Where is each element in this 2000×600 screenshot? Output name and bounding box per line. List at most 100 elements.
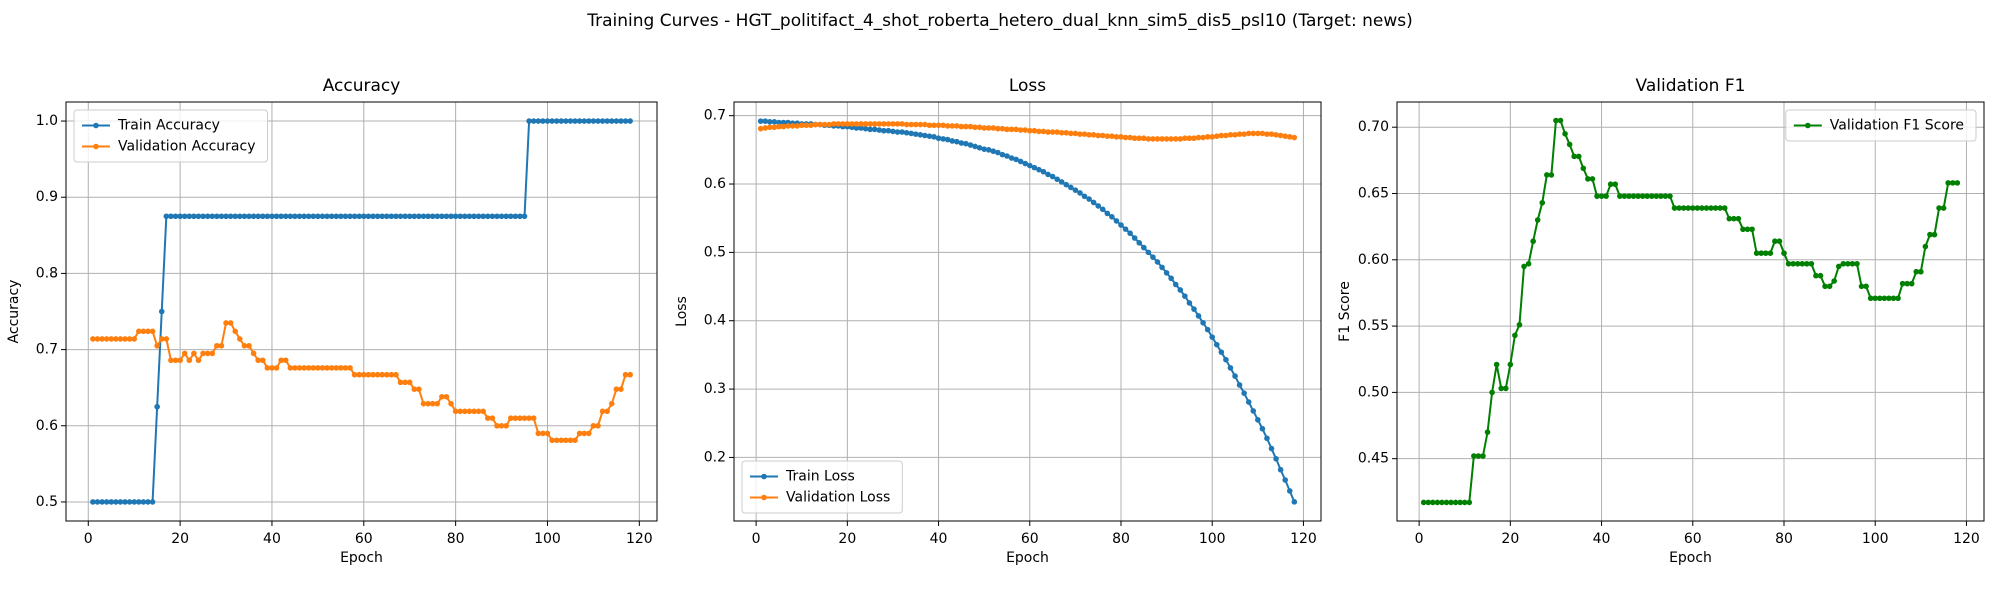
data-point	[1282, 477, 1288, 483]
subplot-title: Accuracy	[323, 76, 401, 96]
data-point	[1908, 280, 1915, 287]
data-point	[1676, 205, 1682, 211]
data-point	[1022, 127, 1029, 133]
data-point	[1662, 193, 1669, 199]
data-point	[140, 328, 147, 335]
data-point	[853, 125, 860, 131]
data-point	[1077, 131, 1083, 137]
data-point	[383, 371, 390, 378]
y-axis-label: Loss	[674, 296, 690, 327]
data-point	[1566, 141, 1573, 148]
data-point	[232, 328, 239, 335]
data-point	[1004, 126, 1010, 133]
data-point	[1090, 199, 1097, 206]
data-point	[356, 371, 363, 378]
data-point	[1127, 134, 1133, 141]
data-point	[1127, 230, 1133, 237]
data-point	[310, 365, 317, 371]
data-point	[507, 213, 514, 220]
data-point	[1186, 300, 1193, 306]
legend-box	[1785, 109, 1977, 142]
data-point	[301, 365, 307, 371]
data-point	[1443, 499, 1450, 506]
data-point	[1621, 193, 1628, 199]
data-point	[259, 357, 266, 364]
data-point	[1026, 162, 1033, 169]
data-point	[1141, 244, 1147, 251]
x-tick-label: 40	[930, 531, 948, 547]
data-point	[1653, 193, 1660, 199]
data-point	[1068, 184, 1074, 191]
data-point	[1721, 205, 1728, 211]
data-point	[333, 365, 340, 371]
data-point	[489, 415, 496, 421]
data-point	[1236, 382, 1243, 388]
data-point	[1086, 196, 1092, 202]
data-point	[328, 365, 335, 371]
data-point	[1195, 313, 1202, 319]
data-point	[94, 499, 101, 505]
data-point	[757, 118, 764, 124]
data-point	[163, 213, 170, 220]
data-point	[338, 213, 344, 220]
data-point	[296, 365, 303, 371]
data-point	[1840, 260, 1847, 267]
data-point	[1136, 240, 1143, 246]
data-point	[301, 213, 307, 220]
data-point	[1557, 117, 1564, 124]
data-point	[503, 422, 509, 429]
y-tick-label: 0.7	[36, 342, 58, 358]
data-point	[627, 371, 633, 378]
data-point	[1949, 180, 1956, 186]
data-point	[1223, 356, 1229, 363]
data-point	[1172, 281, 1179, 288]
legend-label: Validation Accuracy	[118, 139, 256, 155]
data-point	[604, 118, 610, 124]
data-point	[1758, 250, 1764, 256]
data-point	[1186, 135, 1193, 142]
data-point	[940, 136, 946, 142]
data-point	[1145, 249, 1152, 256]
data-point	[1150, 136, 1156, 142]
y-tick-label: 0.9	[36, 189, 58, 205]
data-point	[1936, 205, 1942, 211]
data-point	[480, 408, 486, 415]
data-point	[1740, 226, 1746, 233]
x-tick-label: 40	[263, 531, 281, 547]
data-point	[287, 365, 294, 371]
data-point	[1268, 131, 1275, 137]
data-point	[958, 123, 965, 130]
data-point	[1694, 205, 1701, 211]
data-point	[1081, 131, 1088, 137]
data-point	[1534, 217, 1541, 223]
data-point	[1489, 389, 1495, 396]
data-point	[963, 123, 969, 130]
data-point	[507, 415, 514, 421]
data-point	[99, 336, 105, 342]
data-point	[549, 118, 555, 124]
y-tick-label: 0.6	[36, 418, 58, 434]
data-point	[926, 122, 933, 129]
y-tick-label: 0.55	[1358, 318, 1389, 334]
x-tick-label: 120	[626, 531, 653, 547]
y-tick-label: 1.0	[36, 113, 58, 129]
data-point	[1876, 295, 1883, 302]
data-point	[181, 213, 188, 220]
data-point	[1484, 429, 1491, 435]
data-point	[186, 213, 193, 220]
data-point	[599, 118, 606, 124]
data-point	[972, 124, 978, 131]
data-point	[250, 213, 257, 220]
data-point	[278, 213, 284, 220]
data-point	[999, 125, 1006, 132]
data-point	[1835, 263, 1842, 270]
data-point	[604, 408, 610, 415]
data-point	[365, 213, 372, 220]
data-point	[246, 342, 252, 349]
data-point	[158, 336, 165, 342]
x-tick-label: 20	[171, 531, 189, 547]
data-point	[425, 400, 431, 407]
data-point	[1493, 361, 1500, 368]
data-point	[305, 213, 312, 220]
data-point	[1539, 199, 1546, 206]
